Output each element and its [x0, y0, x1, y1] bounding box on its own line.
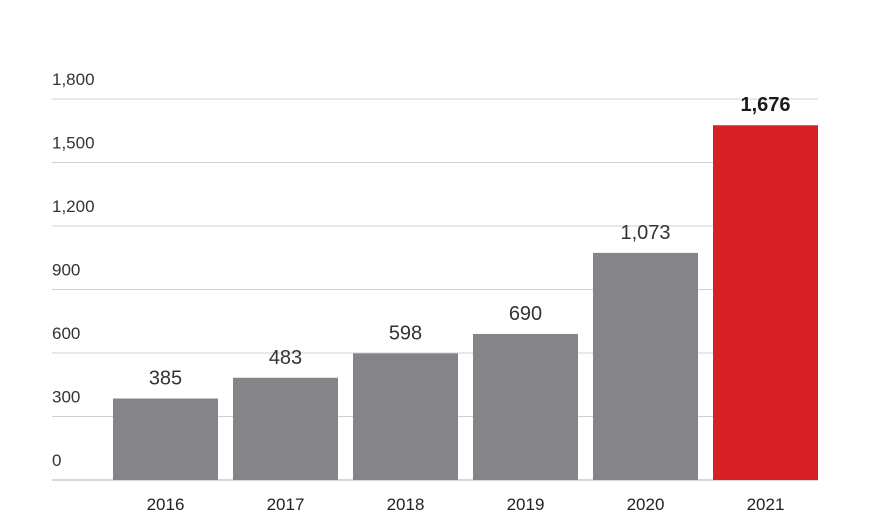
- data-label-2017: 483: [269, 347, 302, 369]
- x-category-label: 2018: [387, 495, 425, 514]
- x-category-label: 2019: [507, 495, 545, 514]
- data-label-2018: 598: [389, 322, 422, 344]
- data-label-2016: 385: [149, 368, 182, 390]
- y-tick-label: 0: [52, 451, 61, 470]
- y-tick-label: 1,200: [52, 197, 95, 216]
- data-label-2021: 1,676: [740, 94, 790, 116]
- y-tick-label: 600: [52, 324, 80, 343]
- bar-2017: [233, 377, 338, 480]
- y-tick-label: 1,800: [52, 70, 95, 89]
- x-category-label: 2017: [267, 495, 305, 514]
- y-tick-label: 300: [52, 388, 80, 407]
- bar-2016: [113, 398, 218, 480]
- bar-2019: [473, 333, 578, 480]
- x-category-label: 2020: [627, 495, 665, 514]
- x-category-label: 2016: [147, 495, 185, 514]
- y-tick-label: 900: [52, 261, 80, 280]
- data-labels: 385 483 598 690 1,073 1,676: [149, 94, 791, 389]
- data-label-2020: 1,073: [620, 222, 670, 244]
- y-tick-label: 1,500: [52, 134, 95, 153]
- y-axis-ticks: 0 300 600 900 1,200 1,500 1,800: [52, 70, 95, 470]
- x-category-label: 2021: [747, 495, 785, 514]
- bar-2021: [713, 125, 818, 480]
- bar-2020: [593, 252, 698, 480]
- bar-2018: [353, 353, 458, 480]
- x-axis-categories: 2016 2017 2018 2019 2020 2021: [147, 495, 785, 514]
- data-label-2019: 690: [509, 303, 542, 325]
- bars: [113, 125, 818, 480]
